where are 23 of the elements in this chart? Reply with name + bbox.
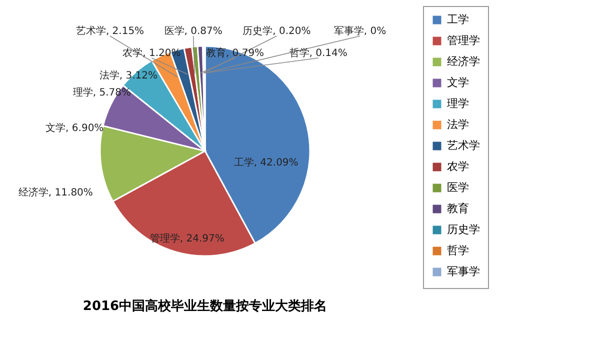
data-label: 艺术学, 2.15% xyxy=(76,25,144,37)
legend-label: 艺术学 xyxy=(447,139,480,152)
legend-label: 农学 xyxy=(447,160,469,173)
legend-label: 历史学 xyxy=(447,223,480,236)
data-label: 工学, 42.09% xyxy=(234,156,298,168)
data-label: 文学, 6.90% xyxy=(46,122,104,134)
legend-label: 医学 xyxy=(447,181,469,194)
legend-label: 管理学 xyxy=(447,34,480,47)
legend-label: 工学 xyxy=(447,13,469,26)
legend-label: 法学 xyxy=(447,118,469,131)
legend-label: 文学 xyxy=(447,76,469,89)
text: 军事学, 0% xyxy=(334,26,386,37)
legend-label: 哲学 xyxy=(447,244,469,257)
data-label: 历史学, 0.20% xyxy=(242,25,311,37)
data-label: 哲学, 0.14% xyxy=(289,47,348,59)
legend-label: 经济学 xyxy=(447,55,480,68)
text: 2016中国高校毕业生数量按专业大类排名 xyxy=(82,298,328,314)
data-label: 管理学, 24.97% xyxy=(150,232,224,244)
legend-label: 军事学 xyxy=(447,265,480,278)
data-label: 医学, 0.87% xyxy=(164,25,222,37)
legend-label: 理学 xyxy=(447,97,469,110)
data-label: 经济学, 11.80% xyxy=(18,186,93,198)
legend-label: 教育 xyxy=(447,202,469,215)
